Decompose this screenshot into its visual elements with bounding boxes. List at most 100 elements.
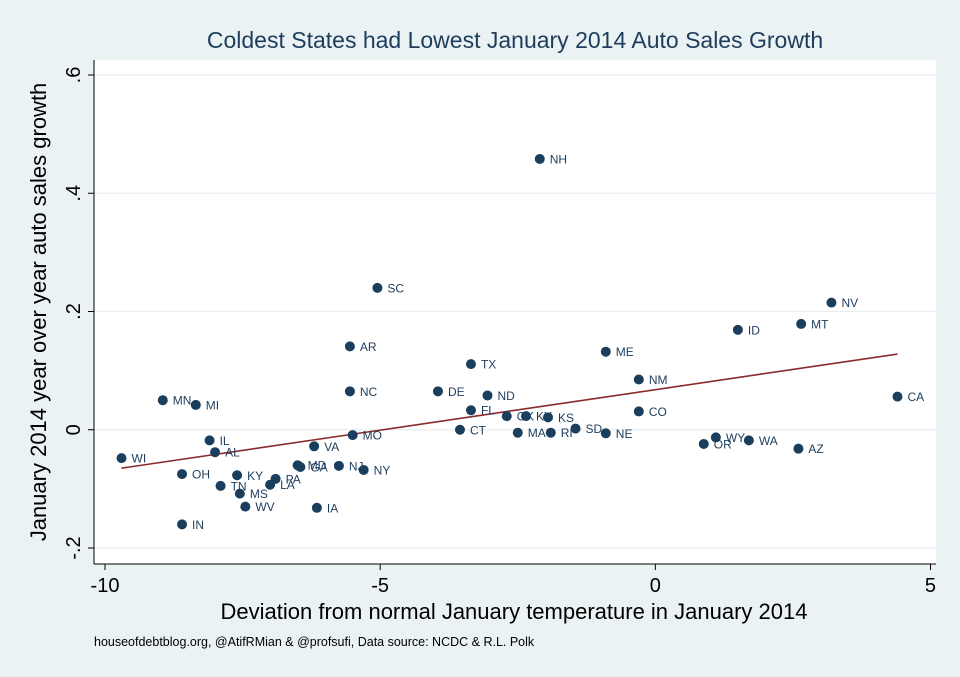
y-tick-label-4: .6: [63, 67, 85, 84]
point-sc-1: [372, 282, 383, 293]
point-mo-25: [347, 430, 358, 441]
point-ne-24: [600, 428, 611, 439]
point-label-mn-13: MN: [173, 394, 192, 408]
y-axis-label: January 2014 year over year auto sales g…: [26, 83, 51, 542]
point-sd-20: [570, 423, 581, 434]
point-label-az-31: AZ: [808, 442, 823, 456]
y-tick-label-0: -.2: [63, 536, 85, 559]
point-al-32: [210, 447, 221, 458]
y-tick-label-3: .4: [63, 185, 85, 202]
point-ga-35: [295, 461, 306, 472]
point-label-ct-21: CT: [470, 423, 487, 437]
point-label-sd-20: SD: [586, 422, 603, 436]
point-wy-26: [710, 432, 721, 443]
y-tick-label-1: 0: [63, 424, 85, 435]
point-label-ar-5: AR: [360, 340, 377, 354]
point-ia-45: [311, 502, 322, 513]
point-mt-3: [796, 318, 807, 329]
point-tx-7: [465, 359, 476, 370]
point-oh-38: [177, 469, 188, 480]
point-fl-15: [465, 405, 476, 416]
point-label-wa-28: WA: [759, 434, 778, 448]
point-label-sc-1: SC: [387, 281, 404, 295]
point-label-pa-40: PA: [286, 472, 301, 486]
source-note: houseofdebtblog.org, @AtifRMian & @profs…: [94, 635, 535, 649]
point-label-ky-39: KY: [247, 469, 263, 483]
point-az-31: [793, 443, 804, 454]
point-ma-22: [512, 427, 523, 438]
x-axis-label: Deviation from normal January temperatur…: [221, 599, 808, 624]
point-il-27: [204, 435, 215, 446]
point-or-29: [698, 438, 709, 449]
point-nj-36: [333, 460, 344, 471]
point-co-16: [633, 406, 644, 417]
point-label-ne-24: NE: [616, 427, 633, 441]
point-label-wy-26: WY: [726, 431, 745, 445]
point-label-nh-0: NH: [550, 152, 567, 166]
point-label-fl-15: FL: [481, 404, 495, 418]
x-tick-label-2: 0: [650, 575, 661, 597]
point-nm-8: [633, 374, 644, 385]
point-id-4: [732, 324, 743, 335]
point-label-id-4: ID: [748, 323, 760, 337]
chart-title: Coldest States had Lowest January 2014 A…: [207, 27, 823, 53]
point-la-41: [265, 479, 276, 490]
point-ky-18: [521, 411, 532, 422]
point-label-nd-11: ND: [497, 389, 515, 403]
point-ny-37: [358, 464, 369, 475]
fit-line: [121, 353, 898, 469]
point-label-ma-22: MA: [528, 426, 546, 440]
point-label-de-10: DE: [448, 385, 465, 399]
point-label-ia-45: IA: [327, 501, 338, 515]
point-label-in-46: IN: [192, 518, 204, 532]
point-label-nc-9: NC: [360, 385, 378, 399]
point-label-or-29: OR: [714, 437, 732, 451]
point-ms-43: [234, 488, 245, 499]
point-ar-5: [344, 341, 355, 352]
point-label-ny-37: NY: [374, 463, 391, 477]
point-label-co-16: CO: [649, 405, 667, 419]
point-nv-2: [826, 297, 837, 308]
point-ky-39: [232, 470, 243, 481]
point-label-va-30: VA: [324, 440, 339, 454]
point-ca-12: [892, 391, 903, 402]
x-tick-label-0: -10: [91, 575, 120, 597]
point-label-me-6: ME: [616, 345, 634, 359]
point-tn-42: [215, 480, 226, 491]
point-label-nv-2: NV: [841, 296, 858, 310]
x-tick-label-3: 5: [925, 575, 936, 597]
point-label-tx-7: TX: [481, 358, 496, 372]
x-axis-ticks: -10 -5 0 5: [91, 564, 936, 597]
point-label-al-32: AL: [225, 446, 240, 460]
point-label-mo-25: MO: [363, 429, 382, 443]
point-label-la-41: LA: [280, 478, 295, 492]
point-label-oh-38: OH: [192, 468, 210, 482]
point-nd-11: [482, 390, 493, 401]
point-label-wi-33: WI: [132, 452, 147, 466]
point-wv-44: [240, 501, 251, 512]
point-ct-21: [454, 424, 465, 435]
point-label-mt-3: MT: [811, 317, 829, 331]
x-tick-label-1: -5: [371, 575, 389, 597]
point-ks-19: [543, 412, 554, 423]
point-me-6: [600, 346, 611, 357]
point-ri-23: [545, 427, 556, 438]
point-ok-17: [501, 411, 512, 422]
data-points: NHSCNVMTIDARMETXNMNCDENDCAMNMIFLCOOKKYKS…: [116, 152, 924, 532]
gridlines: [94, 74, 936, 549]
point-label-ri-23: RI: [561, 426, 573, 440]
point-wa-28: [743, 435, 754, 446]
point-va-30: [309, 441, 320, 452]
point-label-nm-8: NM: [649, 373, 668, 387]
point-label-wv-44: WV: [255, 500, 274, 514]
point-label-mi-14: MI: [206, 398, 219, 412]
point-mn-13: [157, 395, 168, 406]
point-label-ca-12: CA: [907, 390, 924, 404]
point-nh-0: [534, 153, 545, 164]
point-wi-33: [116, 453, 127, 464]
point-label-il-27: IL: [220, 434, 230, 448]
point-label-ms-43: MS: [250, 487, 268, 501]
point-label-ga-35: GA: [310, 460, 327, 474]
point-label-md-34: MD: [308, 459, 327, 473]
